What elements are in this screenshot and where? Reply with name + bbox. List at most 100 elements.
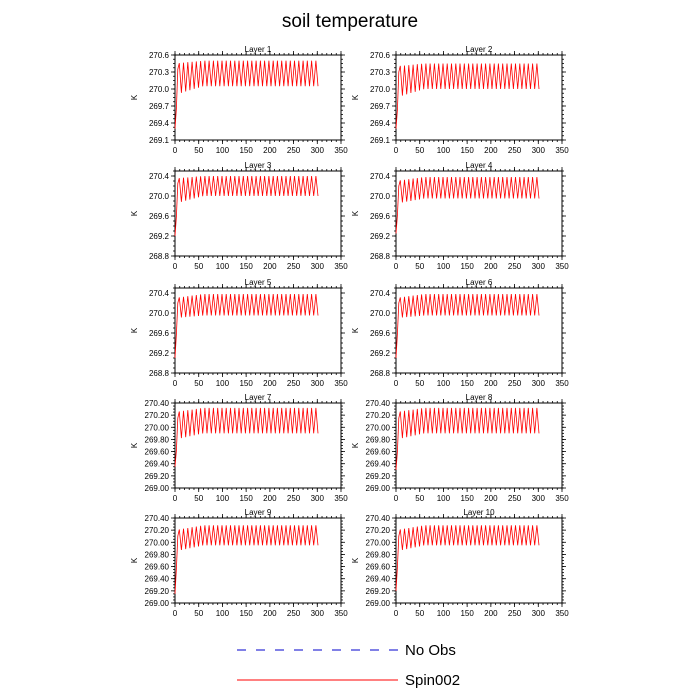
y-tick-label: 269.20: [366, 472, 391, 481]
y-tick-label: 269.6: [149, 329, 170, 338]
x-tick-label: 350: [334, 146, 348, 155]
plot-frame: [395, 170, 563, 257]
y-tick-label: 270.6: [149, 51, 170, 60]
series-line-spin002: [395, 525, 540, 591]
panel-title: Layer 7: [245, 393, 272, 402]
y-tick-label: 269.20: [366, 587, 391, 596]
y-tick-label: 270.40: [366, 514, 391, 523]
x-tick-label: 200: [484, 146, 498, 155]
panel-grid: Layer 1 K 0 50 100 150 200 250 300 350 269.1 269.4 2…: [130, 45, 569, 618]
y-tick-label: 268.8: [370, 252, 391, 261]
x-tick-label: 250: [508, 494, 522, 503]
panel-title: Layer 2: [466, 45, 493, 54]
x-tick-label: 350: [555, 146, 569, 155]
x-tick-label: 300: [311, 262, 325, 271]
series-line-spin002: [395, 293, 540, 359]
x-tick-label: 0: [394, 146, 399, 155]
y-tick-label: 269.6: [370, 212, 391, 221]
x-tick-label: 200: [263, 494, 277, 503]
y-tick-label: 270.0: [370, 309, 391, 318]
y-tick-label: 269.7: [149, 102, 170, 111]
x-tick-label: 200: [263, 146, 277, 155]
x-tick-label: 250: [508, 609, 522, 618]
x-tick-label: 200: [484, 494, 498, 503]
y-tick-label: 270.40: [366, 399, 391, 408]
x-tick-label: 350: [334, 379, 348, 388]
y-tick-label: 270.4: [370, 172, 391, 181]
x-tick-label: 300: [532, 609, 546, 618]
panel-layer-4: Layer 4 K 0 50 100 150 200 250 300 350 268.8 269.2 2…: [351, 161, 569, 271]
x-tick-label: 250: [287, 494, 301, 503]
x-tick-label: 300: [532, 146, 546, 155]
y-tick-label: 269.20: [145, 472, 170, 481]
x-tick-label: 150: [239, 494, 253, 503]
series-line-spin002: [174, 525, 319, 594]
x-tick-label: 50: [415, 494, 424, 503]
legend-label-no-obs: No Obs: [405, 642, 456, 659]
x-tick-label: 200: [484, 609, 498, 618]
x-tick-label: 250: [508, 262, 522, 271]
y-tick-label: 270.40: [145, 514, 170, 523]
x-tick-label: 50: [194, 379, 203, 388]
x-tick-label: 50: [415, 379, 424, 388]
y-tick-label: 270.40: [145, 399, 170, 408]
x-tick-label: 200: [484, 262, 498, 271]
y-tick-label: 268.8: [370, 369, 391, 378]
y-tick-label: 269.00: [366, 484, 391, 493]
y-tick-label: 269.1: [370, 136, 391, 145]
x-tick-label: 300: [532, 494, 546, 503]
y-axis-label: K: [130, 327, 139, 333]
x-tick-label: 250: [287, 609, 301, 618]
panel-title: Layer 5: [245, 278, 272, 287]
y-tick-label: 270.20: [366, 526, 391, 535]
y-tick-label: 268.8: [149, 252, 170, 261]
x-tick-label: 250: [508, 379, 522, 388]
y-tick-label: 269.4: [370, 119, 391, 128]
y-axis-label: K: [351, 210, 360, 216]
y-tick-label: 269.2: [149, 232, 170, 241]
figure-title: soil temperature: [282, 11, 418, 32]
x-tick-label: 300: [311, 146, 325, 155]
panel-title: Layer 8: [466, 393, 493, 402]
y-tick-label: 269.20: [145, 587, 170, 596]
panel-layer-3: Layer 3 K 0 50 100 150 200 250 300 350 268.8 269.2 2…: [130, 161, 348, 271]
y-tick-label: 270.20: [366, 411, 391, 420]
x-tick-label: 300: [532, 379, 546, 388]
legend: No Obs Spin002: [237, 642, 460, 689]
y-tick-label: 269.6: [370, 329, 391, 338]
y-tick-label: 270.00: [145, 538, 170, 547]
x-tick-label: 350: [555, 379, 569, 388]
x-tick-label: 0: [394, 609, 399, 618]
plot-frame: [174, 287, 342, 374]
y-tick-label: 269.00: [145, 484, 170, 493]
x-tick-label: 50: [415, 609, 424, 618]
y-axis-label: K: [351, 442, 360, 448]
x-tick-label: 100: [216, 379, 230, 388]
y-tick-label: 270.4: [149, 172, 170, 181]
y-axis-label: K: [130, 94, 139, 100]
x-tick-label: 150: [460, 494, 474, 503]
x-tick-label: 150: [239, 379, 253, 388]
x-tick-label: 50: [194, 494, 203, 503]
y-tick-label: 269.1: [149, 136, 170, 145]
y-tick-label: 270.00: [366, 538, 391, 547]
x-tick-label: 100: [216, 609, 230, 618]
y-tick-label: 269.00: [366, 599, 391, 608]
y-tick-label: 270.3: [149, 68, 170, 77]
x-tick-label: 50: [415, 262, 424, 271]
y-tick-label: 270.4: [370, 289, 391, 298]
x-tick-label: 50: [415, 146, 424, 155]
x-tick-label: 100: [437, 379, 451, 388]
x-tick-label: 300: [311, 494, 325, 503]
x-tick-label: 300: [311, 379, 325, 388]
panel-layer-7: Layer 7 K 0 50 100 150 200 250 300 350 269.00 269.2…: [130, 393, 348, 503]
series-line-spin002: [395, 63, 540, 129]
x-tick-label: 100: [437, 609, 451, 618]
panel-layer-2: Layer 2 K 0 50 100 150 200 250 300 350 269.1 269.4 2…: [351, 45, 569, 155]
x-tick-label: 150: [239, 146, 253, 155]
x-tick-label: 150: [239, 262, 253, 271]
x-tick-label: 200: [484, 379, 498, 388]
x-tick-label: 150: [460, 609, 474, 618]
y-tick-label: 270.6: [370, 51, 391, 60]
